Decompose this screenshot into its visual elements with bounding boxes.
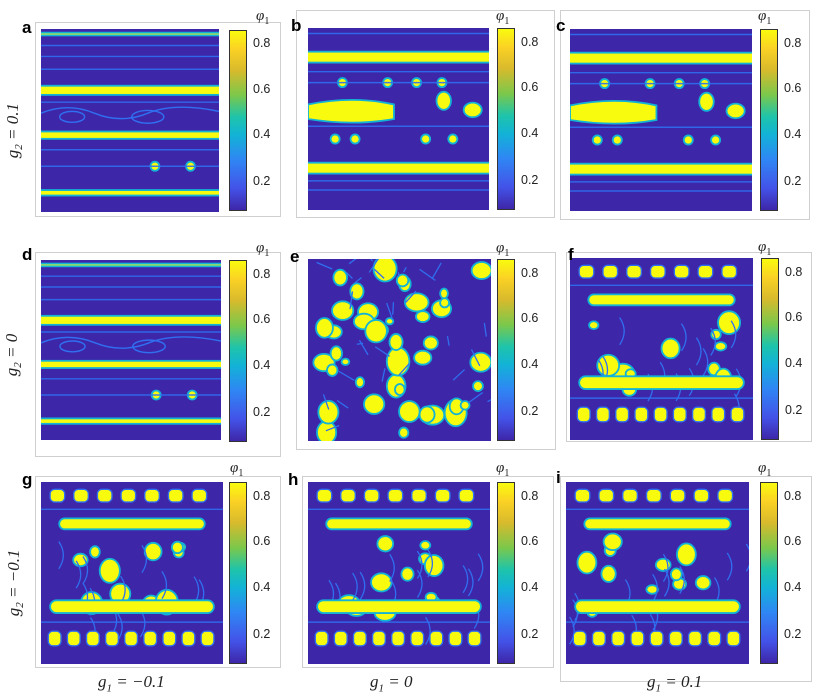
colorbar-tick-label: 0.4 [521, 579, 539, 594]
heatmap-g [41, 482, 223, 664]
colorbar-tick-label: 0.2 [253, 626, 271, 641]
row-label-2: g2 = 0 [1, 333, 25, 377]
heatmap-d [41, 260, 221, 440]
colorbar-tick-label: 0.4 [253, 579, 271, 594]
colorbar-tick-label: 0.6 [785, 310, 803, 325]
colorbar-title: φ1 [496, 8, 510, 27]
column-label-1: g1 = −0.1 [98, 672, 165, 695]
colorbar-tick-label: 0.6 [521, 311, 539, 326]
colorbar-tick-label: 0.2 [253, 404, 271, 419]
colorbar-tick-label: 0.4 [253, 357, 271, 372]
colorbar-title: φ1 [758, 460, 772, 479]
colorbar-title: φ1 [758, 8, 772, 27]
colorbar-tick-label: 0.4 [253, 126, 271, 141]
colorbar-tick-label: 0.8 [784, 488, 802, 503]
colorbar-tick-label: 0.8 [785, 264, 803, 279]
panel-label: d [22, 245, 33, 264]
colorbar-a [229, 30, 247, 211]
colorbar-title: φ1 [256, 240, 270, 259]
panel-label: f [568, 245, 574, 264]
colorbar-tick-label: 0.2 [785, 402, 803, 417]
colorbar-g [229, 482, 247, 664]
colorbar-h [497, 482, 515, 664]
colorbar-tick-label: 0.4 [521, 356, 539, 371]
heatmap-f [570, 258, 753, 440]
colorbar-title: φ1 [230, 460, 244, 479]
colorbar-tick-label: 0.6 [521, 80, 539, 95]
colorbar-tick-label: 0.8 [253, 36, 271, 51]
column-label-2: g1 = 0 [370, 672, 413, 695]
colorbar-f [761, 258, 779, 440]
colorbar-title: φ1 [256, 8, 270, 27]
colorbar-title: φ1 [496, 240, 510, 259]
heatmap-b [308, 28, 489, 210]
colorbar-tick-label: 0.6 [253, 81, 271, 96]
colorbar-title: φ1 [758, 239, 772, 258]
colorbar-c [760, 29, 778, 211]
colorbar-tick-label: 0.2 [784, 626, 802, 641]
colorbar-tick-label: 0.2 [253, 174, 271, 189]
panel-label: b [291, 16, 302, 35]
colorbar-tick-label: 0.4 [784, 126, 802, 141]
heatmap-c [570, 29, 752, 211]
colorbar-tick-label: 0.8 [521, 488, 539, 503]
panel-label: g [22, 470, 33, 489]
panel-label: e [290, 247, 300, 266]
colorbar-e [497, 259, 515, 441]
colorbar-tick-label: 0.4 [521, 125, 539, 140]
panel-label: i [556, 468, 561, 487]
column-label-3: g1 = 0.1 [647, 672, 703, 695]
colorbar-tick-label: 0.6 [521, 534, 539, 549]
colorbar-tick-label: 0.4 [784, 579, 802, 594]
heatmap-e [308, 259, 491, 441]
heatmap-i [566, 482, 749, 664]
heatmap-a [41, 29, 219, 212]
colorbar-tick-label: 0.8 [253, 266, 271, 281]
row-label-1: g2 = 0.1 [2, 102, 26, 159]
colorbar-tick-label: 0.4 [785, 355, 803, 370]
colorbar-tick-label: 0.2 [784, 173, 802, 188]
colorbar-tick-label: 0.8 [784, 35, 802, 50]
colorbar-tick-label: 0.6 [784, 534, 802, 549]
colorbar-tick-label: 0.8 [521, 265, 539, 280]
colorbar-tick-label: 0.2 [521, 172, 539, 187]
colorbar-tick-label: 0.2 [521, 403, 539, 418]
panel-label: c [556, 16, 566, 35]
colorbar-tick-label: 0.6 [784, 81, 802, 96]
row-label-3: g2 = −0.1 [3, 549, 27, 617]
colorbar-tick-label: 0.8 [521, 34, 539, 49]
colorbar-i [760, 482, 778, 664]
colorbar-tick-label: 0.6 [253, 534, 271, 549]
colorbar-tick-label: 0.6 [253, 312, 271, 327]
panel-label: a [22, 18, 32, 37]
colorbar-tick-label: 0.2 [521, 626, 539, 641]
colorbar-d [229, 260, 247, 442]
colorbar-title: φ1 [496, 460, 510, 479]
panel-label: h [288, 470, 299, 489]
heatmap-h [308, 482, 490, 664]
colorbar-tick-label: 0.8 [253, 488, 271, 503]
colorbar-b [497, 28, 515, 210]
